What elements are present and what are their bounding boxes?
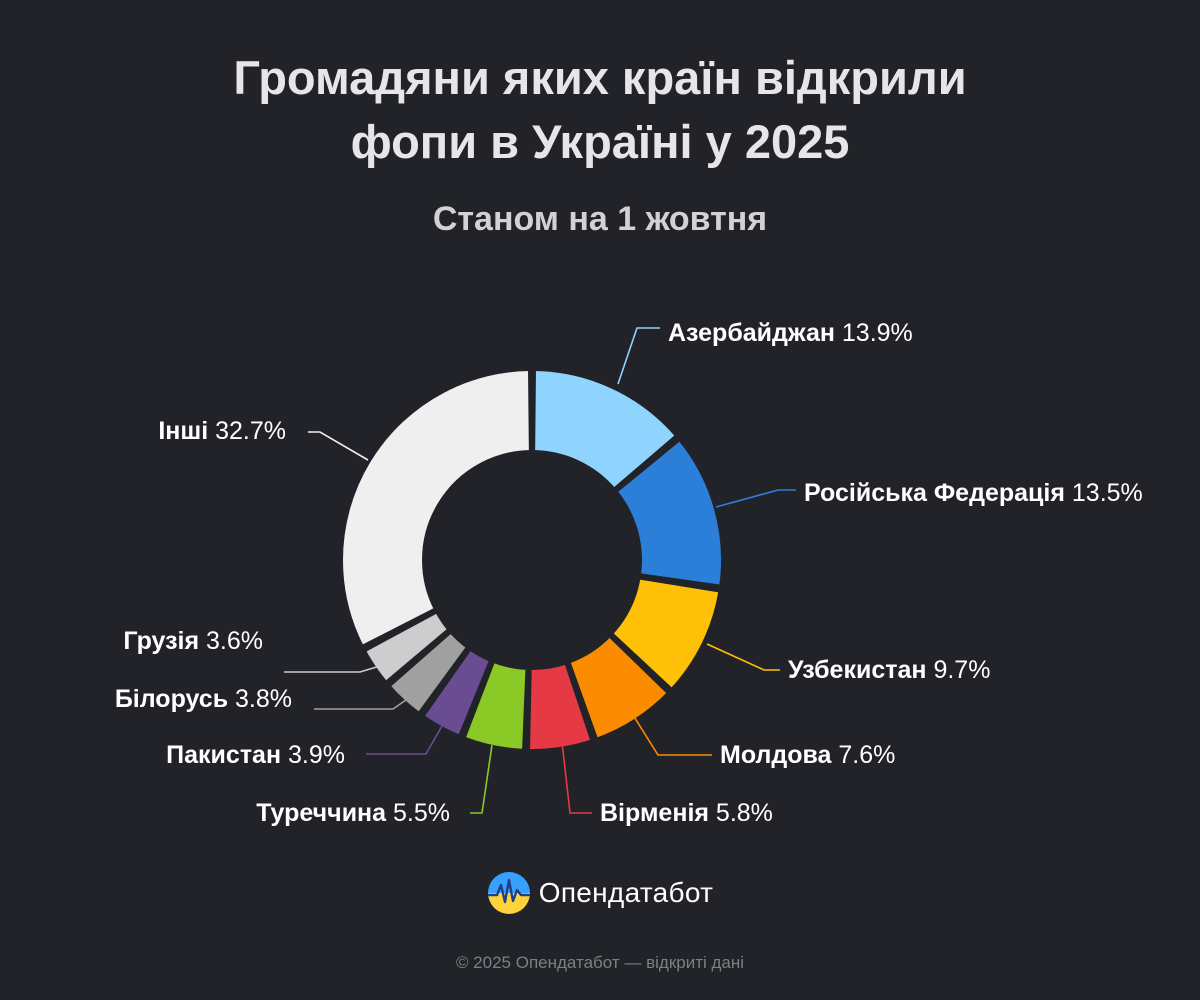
slice-label-value: 5.8% — [716, 799, 773, 827]
leader-line-2 — [715, 489, 796, 508]
chart-title-line-1: Громадяни яких країн відкрили — [233, 51, 967, 104]
slice-label-category: Російська Федерація — [804, 479, 1072, 507]
donut-slice-3 — [609, 575, 723, 693]
slice-label-category: Узбекистан — [788, 656, 933, 684]
slice-label-value: 3.9% — [288, 741, 345, 769]
leader-line-9 — [284, 665, 381, 673]
slice-label-1: Азербайджан 13.9% — [668, 319, 913, 347]
slice-label-category: Молдова — [720, 741, 838, 769]
slice-label-category: Туреччина — [256, 799, 393, 827]
leader-line-5 — [561, 741, 592, 814]
slice-label-category: Грузія — [123, 627, 206, 655]
slice-label-2: Російська Федерація 13.5% — [804, 479, 1143, 507]
slice-label-5: Вірменія 5.8% — [600, 799, 773, 827]
slice-label-10: Інші 32.7% — [158, 417, 286, 445]
slice-label-value: 3.8% — [235, 685, 292, 713]
donut-slice-5 — [526, 660, 595, 753]
donut-slice-2 — [613, 436, 725, 589]
leader-line-10 — [308, 431, 369, 461]
donut-slices — [339, 367, 725, 753]
donut-slice-4 — [566, 633, 672, 742]
slice-label-8: Білорусь 3.8% — [115, 685, 292, 713]
slice-label-4: Молдова 7.6% — [720, 741, 895, 769]
slice-label-9: Грузія 3.6% — [123, 627, 263, 655]
slice-label-value: 9.7% — [933, 656, 990, 684]
leader-line-4 — [632, 714, 712, 756]
donut-slice-7 — [420, 646, 494, 739]
slice-label-category: Вірменія — [600, 799, 716, 827]
chart-title-line-2: фопи в Україні у 2025 — [350, 115, 850, 168]
label-leader-lines — [284, 327, 796, 814]
slice-label-value: 5.5% — [393, 799, 450, 827]
brand-name: Опендатабот — [538, 877, 714, 908]
leader-line-3 — [706, 643, 780, 671]
slice-label-value: 13.9% — [842, 319, 913, 347]
leader-line-1 — [617, 327, 660, 385]
donut-slice-1 — [531, 367, 680, 492]
donut-slice-6 — [461, 658, 530, 753]
footer-copyright: © 2025 Опендатабот — відкриті дані — [455, 953, 745, 972]
slice-label-category: Білорусь — [115, 685, 235, 713]
slice-label-value: 7.6% — [838, 741, 895, 769]
leader-line-6 — [470, 744, 493, 814]
chart-subtitle: Станом на 1 жовтня — [432, 200, 768, 238]
slice-label-6: Туреччина 5.5% — [256, 799, 450, 827]
slice-label-value: 32.7% — [215, 417, 286, 445]
slice-label-category: Азербайджан — [668, 319, 842, 347]
slice-label-category: Пакистан — [166, 741, 288, 769]
donut-slice-8 — [386, 629, 471, 717]
slice-label-3: Узбекистан 9.7% — [788, 656, 990, 684]
slice-label-category: Інші — [158, 417, 215, 445]
donut-slice-10 — [339, 367, 533, 650]
donut-slice-9 — [361, 609, 452, 685]
slice-labels: Азербайджан 13.9% Російська Федерація 13.… — [115, 319, 1143, 827]
leader-line-8 — [314, 699, 407, 710]
opendatabot-logo-icon — [487, 872, 530, 914]
slice-label-value: 13.5% — [1072, 479, 1143, 507]
leader-line-7 — [366, 725, 443, 755]
slice-label-7: Пакистан 3.9% — [166, 741, 345, 769]
chart-title: Громадяни яких країн відкрили фопи в Укр… — [0, 46, 1200, 174]
slice-label-value: 3.6% — [206, 627, 263, 655]
brand: Опендатабот — [0, 868, 1200, 918]
